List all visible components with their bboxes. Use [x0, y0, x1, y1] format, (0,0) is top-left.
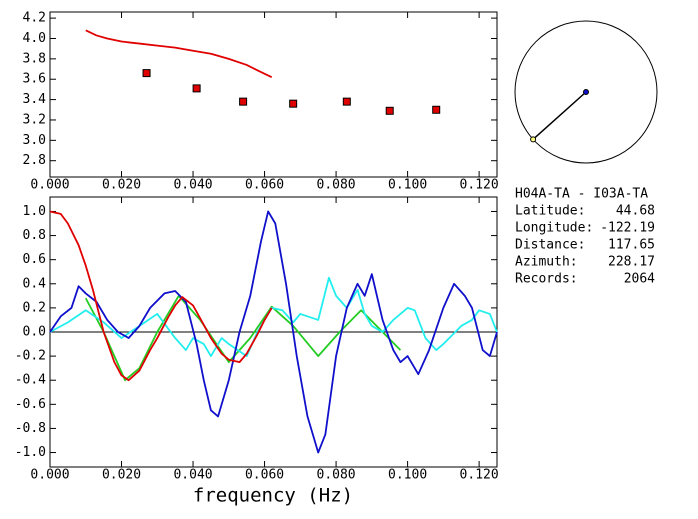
- azimuth-line: [532, 91, 587, 140]
- x-tick-label: 0.120: [460, 178, 499, 193]
- series-line: [49, 210, 498, 454]
- field-label: Latitude:: [515, 204, 585, 219]
- y-tick-label: 3.8: [23, 51, 46, 66]
- y-tick-label: 4.2: [23, 11, 46, 26]
- y-tick-label: -0.6: [15, 397, 46, 412]
- series-line: [85, 29, 273, 79]
- station-dot: [530, 136, 537, 143]
- x-tick-label: 0.080: [317, 178, 356, 193]
- x-tick-label: 0.060: [245, 178, 284, 193]
- field-value: 117.65: [608, 238, 655, 253]
- y-tick-label: -0.8: [15, 421, 46, 436]
- y-tick-label: 3.4: [23, 92, 47, 107]
- field-label: Azimuth:: [515, 255, 578, 270]
- marker: [192, 84, 201, 93]
- marker: [342, 97, 351, 106]
- x-tick-label: 0.040: [173, 178, 212, 193]
- y-tick-label: -0.4: [15, 373, 46, 388]
- y-tick-label: -1.0: [15, 445, 46, 460]
- y-tick-label: 3.6: [23, 72, 46, 87]
- marker: [385, 106, 394, 115]
- series-line: [49, 210, 273, 382]
- x-tick-label: 0.000: [30, 468, 69, 483]
- x-tick-label: 0.120: [460, 468, 499, 483]
- plot-frame: [49, 11, 498, 178]
- y-tick-label: 1.0: [23, 204, 46, 219]
- x-tick-label: 0.020: [102, 468, 141, 483]
- station-dot: [583, 89, 589, 95]
- field-label: Distance:: [515, 238, 585, 253]
- y-tick-label: 3.0: [23, 133, 46, 148]
- y-tick-label: 0.0: [23, 325, 46, 340]
- y-tick-label: 4.0: [23, 31, 46, 46]
- field-value: 44.68: [616, 204, 655, 219]
- series-line: [84, 294, 402, 382]
- y-tick-label: 0.8: [23, 228, 46, 243]
- field-label: Records:: [515, 272, 578, 287]
- x-tick-label: 0.040: [173, 468, 212, 483]
- field-value: 228.17: [608, 255, 655, 270]
- x-tick-label: 0.000: [30, 178, 69, 193]
- azimuth-circle: [514, 20, 658, 164]
- y-tick-label: 2.8: [23, 153, 46, 168]
- field-label: Longitude:: [515, 221, 593, 236]
- marker: [142, 69, 151, 78]
- x-tick-label: 0.020: [102, 178, 141, 193]
- x-tick-label: 0.100: [388, 468, 427, 483]
- field-value: 2064: [624, 272, 655, 287]
- x-axis-label: frequency (Hz): [193, 485, 353, 507]
- y-tick-label: 0.2: [23, 300, 46, 315]
- marker: [239, 97, 248, 106]
- marker: [432, 105, 441, 114]
- y-tick-label: 0.6: [23, 252, 46, 267]
- y-tick-label: 3.2: [23, 112, 46, 127]
- x-tick-label: 0.060: [245, 468, 284, 483]
- y-tick-label: 0.4: [23, 276, 47, 291]
- station-header: H04A-TA - I03A-TA: [515, 187, 648, 202]
- y-tick-label: -0.2: [15, 349, 46, 364]
- series-line: [49, 276, 498, 358]
- field-value: -122.19: [600, 221, 655, 236]
- x-tick-label: 0.080: [317, 468, 356, 483]
- marker: [289, 99, 298, 108]
- x-tick-label: 0.100: [388, 178, 427, 193]
